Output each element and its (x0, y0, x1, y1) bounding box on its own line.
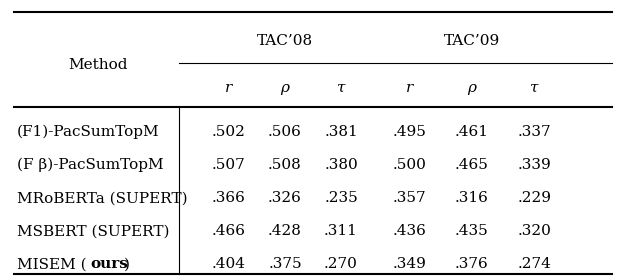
Text: .366: .366 (212, 191, 246, 205)
Text: .357: .357 (393, 191, 426, 205)
Text: τ: τ (530, 81, 538, 95)
Text: .376: .376 (455, 257, 489, 271)
Text: Method: Method (68, 58, 128, 72)
Text: .320: .320 (517, 224, 551, 238)
Text: .375: .375 (268, 257, 302, 271)
Text: .270: .270 (324, 257, 358, 271)
Text: ρ: ρ (280, 81, 289, 95)
Text: .465: .465 (455, 158, 489, 172)
Text: r: r (406, 81, 413, 95)
Text: .326: .326 (268, 191, 302, 205)
Text: MISEM (: MISEM ( (17, 257, 86, 271)
Text: r: r (225, 81, 232, 95)
Text: .380: .380 (324, 158, 358, 172)
Text: .502: .502 (212, 125, 246, 139)
Text: τ: τ (337, 81, 346, 95)
Text: .339: .339 (517, 158, 551, 172)
Text: (F1)-PacSumTopM: (F1)-PacSumTopM (17, 125, 160, 139)
Text: MRoBERTa (SUPERT): MRoBERTa (SUPERT) (17, 191, 188, 205)
Text: TAC’08: TAC’08 (257, 34, 313, 48)
Text: MSBERT (SUPERT): MSBERT (SUPERT) (17, 224, 170, 238)
Text: .311: .311 (324, 224, 358, 238)
Text: .436: .436 (393, 224, 426, 238)
Text: .506: .506 (268, 125, 302, 139)
Text: ours: ours (91, 257, 128, 271)
Text: .274: .274 (517, 257, 551, 271)
Text: TAC’09: TAC’09 (444, 34, 500, 48)
Text: ): ) (124, 257, 130, 271)
Text: .404: .404 (212, 257, 246, 271)
Text: (F β)-PacSumTopM: (F β)-PacSumTopM (17, 158, 163, 172)
Text: ρ: ρ (468, 81, 476, 95)
Text: .349: .349 (393, 257, 426, 271)
Text: .507: .507 (212, 158, 246, 172)
Text: .337: .337 (518, 125, 551, 139)
Text: .229: .229 (517, 191, 552, 205)
Text: .435: .435 (455, 224, 489, 238)
Text: .381: .381 (324, 125, 358, 139)
Text: .508: .508 (268, 158, 302, 172)
Text: .235: .235 (324, 191, 358, 205)
Text: .316: .316 (455, 191, 489, 205)
Text: .461: .461 (455, 125, 489, 139)
Text: .428: .428 (268, 224, 302, 238)
Text: .495: .495 (393, 125, 426, 139)
Text: .466: .466 (212, 224, 246, 238)
Text: .500: .500 (393, 158, 426, 172)
